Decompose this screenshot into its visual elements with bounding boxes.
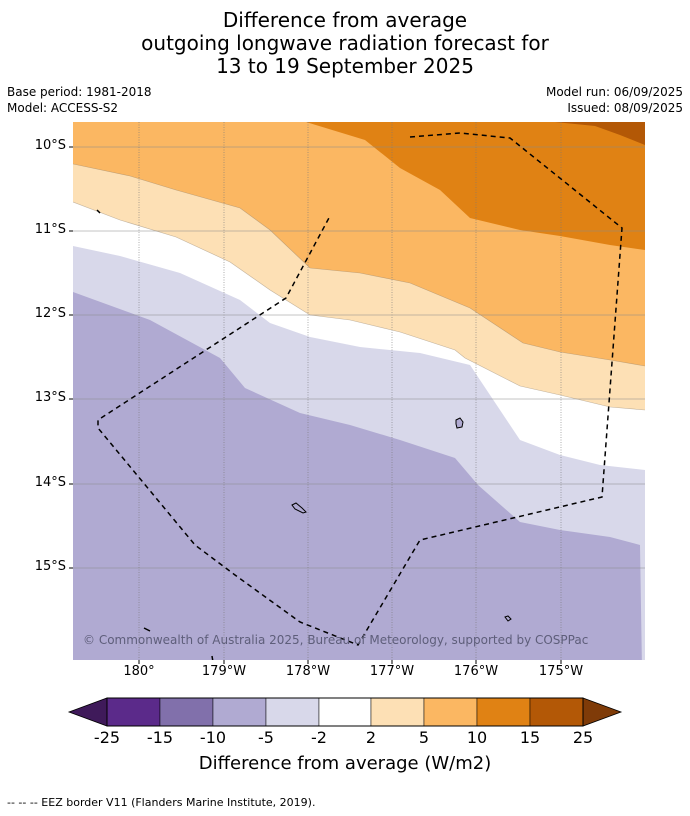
colorbar-seg-15 [529, 697, 584, 727]
colorbar-seg-minus-15 [159, 697, 214, 727]
colorbar-seg-5 [423, 697, 478, 727]
colorbar-seg-10 [476, 697, 531, 727]
eez-border [97, 132, 623, 646]
lat-label-12s: 12°S [34, 306, 66, 321]
field-15-to-25 [555, 122, 645, 145]
colorbar-tick-minus-15: -15 [146, 728, 174, 747]
eez-footnote: -- -- -- EEZ border V11 (Flanders Marine… [7, 796, 316, 809]
colorbar-seg-minus-25 [106, 697, 161, 727]
island-wallis [291, 502, 307, 514]
base-period-text: Base period: 1981-2018 [7, 85, 152, 99]
colorbar-seg-minus-2 [318, 697, 372, 727]
island-futuna [504, 615, 512, 622]
colorbar-seg-minus-10 [212, 697, 267, 727]
lat-label-11s: 11°S [34, 222, 66, 237]
model-text: Model: ACCESS-S2 [7, 101, 119, 115]
colorbar-tick-minus-2: -2 [311, 728, 327, 747]
map-title-line-3: 13 to 19 September 2025 [216, 54, 474, 78]
colorbar-tick-minus-10: -10 [199, 728, 227, 747]
field-10-to-15 [306, 122, 645, 250]
colorbar-under-extend [67, 697, 108, 727]
issued-text: Issued: 08/09/2025 [567, 101, 683, 115]
colorbar-tick-5: 5 [418, 728, 430, 747]
model-run-text: Model run: 06/09/2025 [545, 85, 683, 99]
lon-label-175w: 175°W [538, 664, 584, 679]
lon-label-176w: 176°W [453, 664, 499, 679]
colorbar-seg-2 [370, 697, 425, 727]
lon-label-177w: 177°W [369, 664, 415, 679]
colorbar-tick-minus-25: -25 [93, 728, 121, 747]
copyright-text: © Commonwealth of Australia 2025, Bureau… [83, 633, 589, 647]
colorbar-tick-15: 15 [519, 728, 541, 747]
colorbar-tick-minus-5: -5 [258, 728, 274, 747]
lat-label-15s: 15°S [34, 559, 66, 574]
colorbar-tick-10: 10 [466, 728, 488, 747]
colorbar-title: Difference from average (W/m2) [198, 753, 492, 774]
colorbar-over-extend [582, 697, 623, 727]
lat-label-13s: 13°S [34, 390, 66, 405]
latitude-gridlines [73, 146, 645, 569]
longitude-gridlines [138, 122, 562, 660]
colorbar-tick-2: 2 [365, 728, 377, 747]
lat-label-10s: 10°S [34, 138, 66, 153]
map-title-line-2: outgoing longwave radiation forecast for [141, 31, 549, 55]
colorbar-tick-25: 25 [572, 728, 594, 747]
lat-label-14s: 14°S [34, 475, 66, 490]
lon-label-179w: 179°W [201, 664, 247, 679]
colorbar-seg-minus-5 [265, 697, 320, 727]
map-title-line-1: Difference from average [222, 8, 468, 32]
island-nukulaelae [455, 417, 464, 429]
lon-label-180: 180° [123, 664, 155, 679]
lon-label-178w: 178°W [285, 664, 331, 679]
